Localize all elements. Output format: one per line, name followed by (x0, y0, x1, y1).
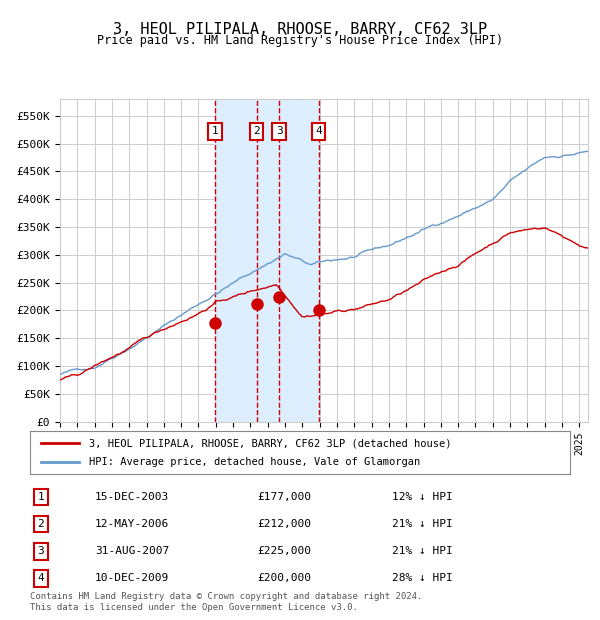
Text: 4: 4 (315, 126, 322, 136)
Text: 3: 3 (37, 546, 44, 556)
Text: 12% ↓ HPI: 12% ↓ HPI (392, 492, 452, 502)
Text: 3, HEOL PILIPALA, RHOOSE, BARRY, CF62 3LP (detached house): 3, HEOL PILIPALA, RHOOSE, BARRY, CF62 3L… (89, 438, 452, 448)
Bar (257, 99, 319, 422)
Text: £177,000: £177,000 (257, 492, 311, 502)
Text: 4: 4 (37, 574, 44, 583)
Text: 1: 1 (212, 126, 218, 136)
Text: 10-DEC-2009: 10-DEC-2009 (95, 574, 169, 583)
Text: 21% ↓ HPI: 21% ↓ HPI (392, 546, 452, 556)
Text: 15-DEC-2003: 15-DEC-2003 (95, 492, 169, 502)
Text: £200,000: £200,000 (257, 574, 311, 583)
Text: 2: 2 (37, 519, 44, 529)
Text: 31-AUG-2007: 31-AUG-2007 (95, 546, 169, 556)
Text: 1: 1 (37, 492, 44, 502)
Text: 3, HEOL PILIPALA, RHOOSE, BARRY, CF62 3LP: 3, HEOL PILIPALA, RHOOSE, BARRY, CF62 3L… (113, 22, 487, 37)
Text: 21% ↓ HPI: 21% ↓ HPI (392, 519, 452, 529)
Text: Contains HM Land Registry data © Crown copyright and database right 2024.
This d: Contains HM Land Registry data © Crown c… (30, 592, 422, 611)
Text: 12-MAY-2006: 12-MAY-2006 (95, 519, 169, 529)
Text: 3: 3 (276, 126, 283, 136)
Text: £225,000: £225,000 (257, 546, 311, 556)
Bar (215, 99, 257, 422)
Text: Price paid vs. HM Land Registry's House Price Index (HPI): Price paid vs. HM Land Registry's House … (97, 34, 503, 47)
Text: 2: 2 (253, 126, 260, 136)
Text: HPI: Average price, detached house, Vale of Glamorgan: HPI: Average price, detached house, Vale… (89, 457, 421, 467)
Text: 28% ↓ HPI: 28% ↓ HPI (392, 574, 452, 583)
Text: £212,000: £212,000 (257, 519, 311, 529)
